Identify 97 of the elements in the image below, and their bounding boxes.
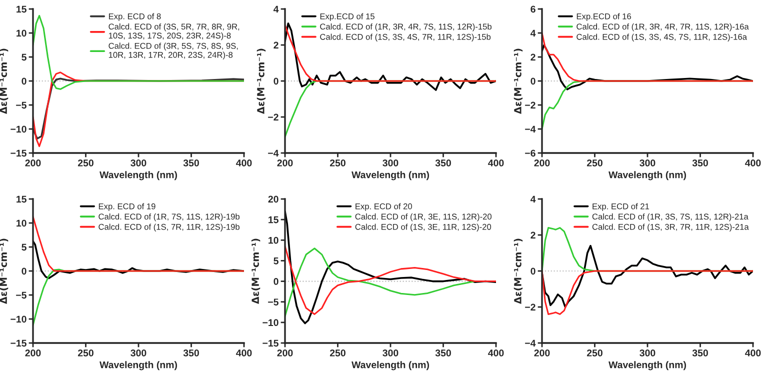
x-tick-label: 200 <box>277 160 293 166</box>
y-tick-label: −4 <box>525 340 536 347</box>
x-tick-label: 350 <box>435 160 451 166</box>
y-tick-label: −4 <box>268 150 279 157</box>
legend-label: Calcd. ECD of (1R, 3R, 4R, 7R, 11S, 12R)-16a <box>576 23 749 32</box>
x-tick-label: 400 <box>488 350 504 356</box>
x-tick-label: 350 <box>692 160 708 166</box>
y-tick-label: 15 <box>268 216 278 224</box>
y-tick-label: 0 <box>530 268 536 275</box>
y-tick-label: −10 <box>10 316 26 323</box>
legend-label: Calcd. ECD of (1S, 3S, 4S, 7R, 11R, 12S)-15b <box>320 34 491 42</box>
y-tick-label: 5 <box>274 258 278 264</box>
x-tick-label: 200 <box>534 350 550 356</box>
y-tick-label: 10 <box>16 30 26 37</box>
x-axis-title: Wavelength (nm) <box>352 361 429 370</box>
legend-label: Calcd. ECD of (1R, 7S, 11S, 12R)-19b <box>98 213 240 222</box>
y-tick-label: 2 <box>530 54 536 61</box>
x-tick-label: 350 <box>692 350 708 356</box>
y-tick-label: 2 <box>274 42 278 49</box>
x-tick-label: 250 <box>586 350 602 356</box>
x-tick-label: 250 <box>78 160 94 166</box>
legend-label: Exp. ECD of 19 <box>98 203 156 211</box>
x-tick-label: 400 <box>488 160 504 166</box>
legend-label: Exp. ECD of 8 <box>108 13 161 21</box>
legend-label: Calcd. ECD of (3S, 5R, 7R, 8R, 9R, 10S, 13S, 17S, 20S, 23R, 24S)-8 <box>108 23 240 40</box>
y-axis-title: Δε(M⁻¹cm⁻¹) <box>514 238 523 304</box>
y-tick-label: 4 <box>273 6 279 13</box>
x-tick-label: 350 <box>183 350 199 356</box>
y-axis-title: Δε(M⁻¹cm⁻¹) <box>251 238 260 304</box>
x-tick-label: 400 <box>236 160 252 166</box>
y-tick-label: 20 <box>268 196 278 203</box>
y-tick-label: 0 <box>274 278 278 285</box>
legend-label: Calcd. ECD of (1S, 3R, 7R, 11R, 12S)-21a <box>592 224 749 232</box>
x-tick-label: 200 <box>25 350 41 356</box>
x-axis-title: Wavelength (nm) <box>608 171 686 180</box>
y-tick-label: −15 <box>262 340 278 347</box>
x-tick-label: 300 <box>640 160 656 166</box>
y-tick-label: −10 <box>262 319 278 326</box>
x-tick-label: 400 <box>745 160 761 166</box>
y-tick-label: −10 <box>10 126 26 133</box>
y-tick-label: 2 <box>530 232 536 239</box>
y-tick-label: 5 <box>22 54 26 61</box>
legend-label: Calcd. ECD of (1R, 3S, 7S, 11S, 12R)-21a <box>592 213 748 222</box>
legend-label: Exp. ECD of 21 <box>592 203 650 211</box>
y-tick-label: −6 <box>525 150 536 157</box>
y-tick-label: −2 <box>525 304 536 311</box>
legend-label: Exp. ECD of 20 <box>356 203 412 211</box>
x-axis-title: Wavelength (nm) <box>100 361 177 370</box>
y-axis-title: Δε(M⁻¹cm⁻¹) <box>256 48 266 114</box>
x-tick-label: 250 <box>330 160 346 166</box>
x-tick-label: 300 <box>130 160 146 166</box>
x-tick-label: 300 <box>382 160 398 166</box>
x-tick-label: 300 <box>130 350 146 356</box>
x-tick-label: 200 <box>534 160 550 166</box>
y-tick-label: 5 <box>22 244 26 251</box>
y-tick-label: −2 <box>525 102 536 109</box>
y-tick-label: 4 <box>530 196 536 203</box>
legend-label: Calcd. ECD of (1S, 3S, 4S, 7S, 11R, 12S)-16a <box>576 34 747 42</box>
x-axis-title: Wavelength (nm) <box>100 171 177 180</box>
x-tick-label: 300 <box>640 350 656 356</box>
legend-label: Exp.ECD of 16 <box>576 13 631 21</box>
legend-label: Exp.ECD of 15 <box>320 13 374 21</box>
y-tick-label: −5 <box>16 292 26 299</box>
x-tick-label: 200 <box>277 350 293 356</box>
y-tick-label: 0 <box>274 78 278 85</box>
x-tick-label: 400 <box>236 350 252 356</box>
y-tick-label: 15 <box>16 6 26 13</box>
y-tick-label: 4 <box>530 30 536 37</box>
legend-label: Calcd. ECD of (1R, 3R, 4R, 7S, 11S, 12R)-15b <box>320 23 492 32</box>
y-tick-label: 0 <box>22 268 26 275</box>
y-tick-label: 15 <box>16 196 26 203</box>
x-axis-title: Wavelength (nm) <box>608 361 686 370</box>
y-tick-label: 0 <box>530 78 536 85</box>
y-tick-label: 10 <box>268 236 278 244</box>
y-tick-label: −15 <box>10 340 26 347</box>
x-tick-label: 250 <box>330 350 346 356</box>
y-tick-label: 6 <box>530 6 536 13</box>
x-tick-label: 200 <box>25 160 41 166</box>
legend-label: Calcd. ECD of (1S, 7R, 11R, 12S)-19b <box>98 224 240 232</box>
x-tick-label: 350 <box>183 160 199 166</box>
legend-label: Calcd. ECD of (3R, 5S, 7S, 8S, 9S, 10R, 13R, 17R, 20R, 23S, 24R)-8 <box>108 42 238 60</box>
x-tick-label: 250 <box>586 160 602 166</box>
y-tick-label: 0 <box>22 78 26 85</box>
x-axis-title: Wavelength (nm) <box>352 171 429 180</box>
legend-label: Calcd. ECD of (1R, 3E, 11S, 12R)-20 <box>355 213 492 222</box>
y-tick-label: −5 <box>16 102 26 109</box>
x-tick-label: 350 <box>435 350 451 356</box>
y-tick-label: −4 <box>525 126 536 133</box>
y-tick-label: −2 <box>268 114 278 121</box>
x-tick-label: 300 <box>382 350 398 356</box>
x-tick-label: 250 <box>78 350 94 356</box>
y-tick-label: −5 <box>268 298 278 306</box>
y-axis-title: Δε(M⁻¹cm⁻¹) <box>514 48 523 114</box>
y-tick-label: 10 <box>16 220 26 227</box>
legend-label: Calcd. ECD of (1S, 3E, 11R, 12S)-20 <box>355 224 492 232</box>
x-tick-label: 400 <box>745 350 761 356</box>
y-tick-label: −15 <box>10 150 26 157</box>
